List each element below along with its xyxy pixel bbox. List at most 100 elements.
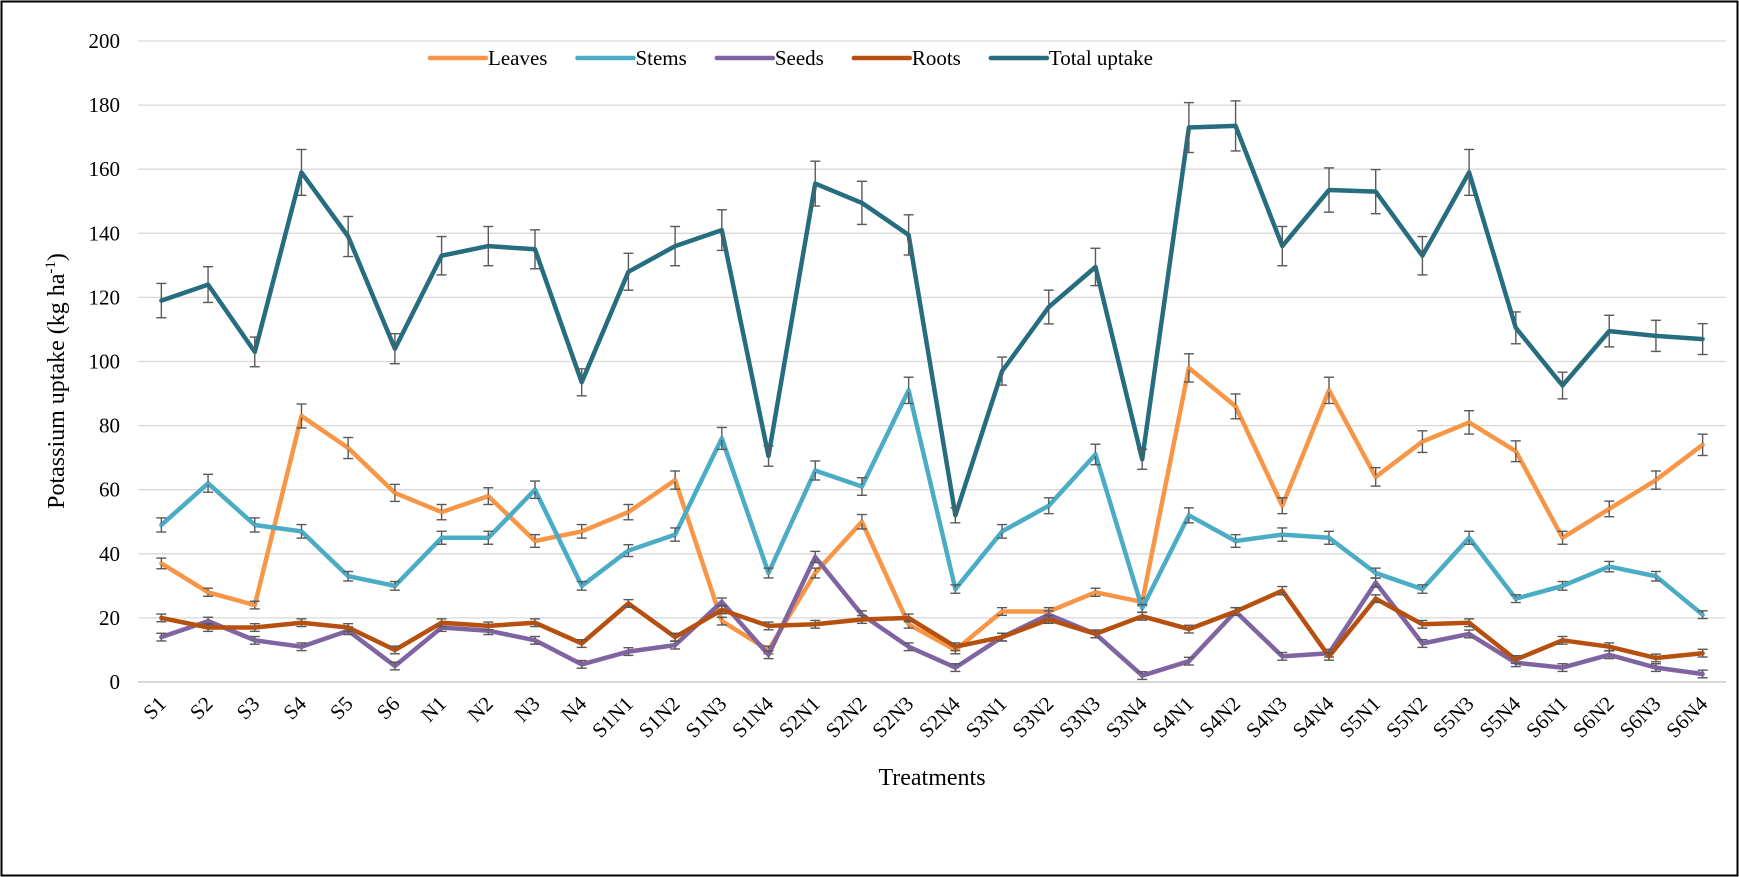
data-point	[1280, 244, 1284, 248]
y-tick-label: 160	[89, 157, 121, 181]
data-point	[813, 571, 817, 575]
data-point	[533, 247, 537, 251]
data-point	[1093, 632, 1098, 636]
data-point	[860, 201, 864, 205]
data-point	[299, 170, 304, 175]
data-point	[1187, 513, 1191, 517]
data-point	[626, 548, 631, 553]
data-point	[206, 619, 210, 623]
data-point	[1000, 635, 1004, 639]
y-tick-label: 140	[89, 221, 121, 245]
data-point	[206, 590, 210, 594]
series-line-leaves	[159, 365, 1705, 653]
data-point	[580, 641, 584, 646]
data-point	[1420, 587, 1425, 591]
data-point	[346, 574, 350, 578]
data-point	[1187, 125, 1191, 130]
data-point	[253, 625, 257, 630]
data-point	[1140, 457, 1144, 461]
data-point	[1654, 478, 1658, 482]
data-point	[813, 468, 817, 473]
y-axis-title-main: Potassium uptake (kg ha	[44, 273, 70, 509]
legend-label: Total uptake	[1049, 46, 1153, 70]
data-point	[1233, 539, 1238, 543]
x-axis-title: Treatments	[878, 765, 985, 791]
data-point	[1560, 584, 1565, 588]
data-point	[159, 299, 163, 303]
data-point	[253, 350, 257, 354]
data-point	[253, 638, 257, 642]
data-point	[1280, 654, 1284, 658]
data-point	[1327, 188, 1331, 192]
data-point	[953, 513, 957, 517]
series-total-uptake	[156, 100, 1708, 524]
data-point	[346, 446, 350, 450]
data-point	[393, 664, 397, 668]
data-point	[1093, 265, 1098, 269]
data-point	[1560, 665, 1565, 670]
data-point	[720, 228, 724, 232]
data-point	[1140, 673, 1144, 678]
data-point	[159, 561, 163, 566]
data-point	[673, 635, 677, 639]
data-point	[1560, 638, 1565, 642]
data-point	[1093, 590, 1098, 594]
data-point	[1047, 504, 1051, 508]
data-point	[580, 662, 584, 666]
data-point	[1467, 420, 1471, 424]
data-point	[299, 645, 304, 649]
data-point	[813, 182, 817, 186]
data-point	[813, 622, 817, 626]
series-line-roots	[159, 588, 1705, 662]
data-point	[159, 523, 163, 527]
data-point	[580, 584, 584, 588]
data-point	[953, 645, 957, 649]
y-axis-title: Potassium uptake (kg ha-1)	[43, 253, 70, 509]
data-point	[439, 254, 444, 258]
data-point	[673, 478, 677, 482]
series-stems	[156, 376, 1708, 620]
data-point	[486, 624, 490, 628]
series-line-stems	[159, 388, 1705, 617]
series-roots	[156, 585, 1708, 665]
data-point	[1000, 609, 1004, 614]
data-point	[720, 436, 724, 441]
data-point	[1467, 632, 1471, 636]
data-point	[1420, 622, 1425, 626]
data-point	[860, 617, 864, 622]
data-point	[673, 532, 677, 537]
data-point	[626, 649, 631, 654]
data-point	[1514, 449, 1518, 453]
data-point	[439, 536, 444, 540]
data-point	[206, 481, 210, 485]
data-point	[1187, 659, 1191, 663]
data-point	[486, 494, 490, 498]
series-leaves	[156, 353, 1708, 655]
y-tick-label: 40	[99, 542, 120, 566]
legend-item-stems: Stems	[575, 46, 687, 70]
data-point	[673, 643, 677, 647]
data-point	[299, 621, 304, 625]
data-point	[1280, 532, 1284, 537]
data-point	[1467, 621, 1471, 625]
data-point	[1327, 536, 1331, 540]
data-point	[953, 665, 957, 670]
data-point	[1140, 614, 1144, 618]
data-point	[533, 621, 537, 625]
data-point	[1607, 507, 1611, 511]
data-point	[1560, 383, 1565, 388]
data-point	[1654, 656, 1658, 660]
y-tick-label: 180	[89, 93, 121, 117]
data-point	[1187, 627, 1191, 631]
data-point	[533, 488, 537, 492]
data-point	[393, 584, 397, 588]
data-point	[1467, 536, 1471, 540]
data-point	[1000, 369, 1004, 373]
series-lines	[156, 100, 1708, 681]
data-point	[1514, 657, 1518, 662]
data-point	[1233, 609, 1238, 614]
data-point	[1654, 574, 1658, 578]
data-point	[1280, 589, 1284, 593]
series-seeds	[156, 550, 1708, 681]
y-axis-title-superscript: -1	[43, 261, 59, 274]
